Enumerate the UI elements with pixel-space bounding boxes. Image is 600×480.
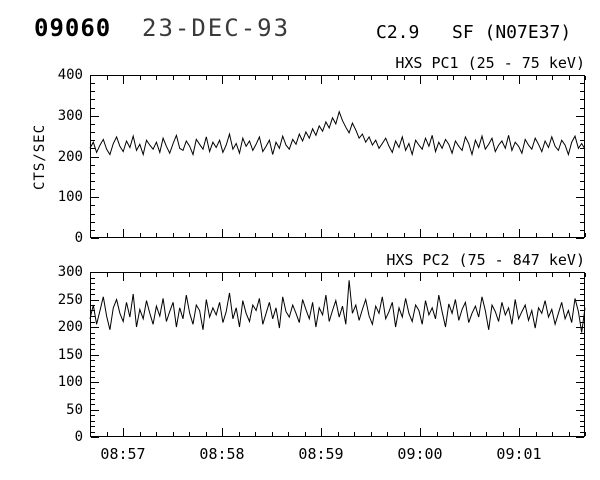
flare-location: SF (N07E37) (452, 22, 572, 43)
event-id: 09060 (34, 14, 112, 42)
pc2-plot-canvas (89, 272, 586, 438)
data-series-line (89, 280, 586, 333)
goes-class: C2.9 (376, 22, 420, 43)
plot-title-pc1: HXS PC1 (25 - 75 keV) (395, 54, 585, 72)
y-tick-label: 300 (57, 107, 83, 124)
y-tick-label: 150 (57, 346, 83, 363)
x-tick-label: 08:59 (298, 445, 344, 463)
x-tick-label: 08:57 (100, 445, 146, 463)
x-tick-label: 09:00 (397, 445, 443, 463)
y-tick-label: 250 (57, 291, 83, 308)
data-series-line (89, 110, 586, 157)
y-tick-label: 100 (57, 374, 83, 390)
y-tick-label: 100 (57, 189, 83, 206)
plot-box (90, 272, 585, 437)
y-tick-label: 0 (74, 230, 83, 246)
y-tick-label: 200 (57, 148, 83, 165)
hxs-pc1-plot: HXS PC1 (25 - 75 keV) CTS/SEC 0 100 200 300… (32, 54, 586, 246)
y-tick-label: 0 (74, 429, 83, 445)
x-tick-label: 08:58 (199, 445, 245, 463)
hxs-pc2-plot: HXS PC2 (75 - 847 keV) 0 50 100 150 200 250 30… (58, 251, 586, 463)
x-tick-label: 09:01 (496, 445, 542, 463)
y-tick-label: 200 (57, 319, 83, 335)
plot-box (90, 75, 585, 238)
event-date: 23-DEC-93 (142, 14, 291, 42)
y-tick-label: 400 (57, 67, 83, 83)
y-axis-label: CTS/SEC (32, 123, 48, 190)
y-tick-label: 50 (66, 401, 83, 418)
pc1-plot-canvas (89, 75, 586, 239)
y-tick-label: 300 (57, 264, 83, 280)
plot-title-pc2: HXS PC2 (75 - 847 keV) (386, 251, 585, 269)
